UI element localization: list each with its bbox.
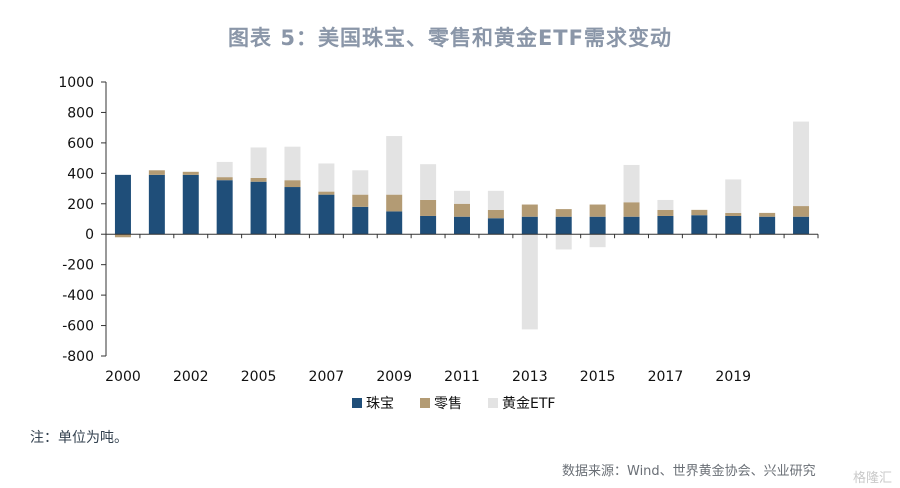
- bar-珠宝-2011: [487, 218, 504, 235]
- bar-零售-2015: [623, 202, 640, 217]
- y-tick-label: -800: [62, 349, 94, 365]
- bar-零售-2019: [759, 212, 776, 217]
- bar-零售-2011: [487, 209, 504, 219]
- bar-珠宝-2001: [148, 174, 165, 235]
- bar-珠宝-2019: [759, 216, 776, 235]
- y-tick-label: 200: [67, 197, 94, 213]
- legend: 珠宝 零售 黄金ETF: [352, 395, 555, 412]
- watermark: 格隆汇: [852, 471, 892, 486]
- bar-零售-2004: [250, 177, 267, 182]
- y-tick-label: 600: [67, 136, 94, 152]
- bar-零售-2012: [521, 204, 538, 217]
- bar-珠宝-2013: [555, 216, 572, 235]
- bar-黄金ETF-2007: [352, 170, 369, 195]
- y-tick-label: 1000: [58, 75, 94, 91]
- legend-label: 零售: [434, 396, 462, 412]
- x-tick-label: 2017: [648, 369, 684, 385]
- legend-swatch-零售: [420, 398, 430, 408]
- chart-title: 图表 5：美国珠宝、零售和黄金ETF需求变动: [228, 26, 672, 50]
- x-tick-label: 2002: [173, 369, 209, 385]
- bar-珠宝-2018: [725, 215, 742, 235]
- bar-黄金ETF-2020: [793, 121, 810, 207]
- unit-note: 注：单位为吨。: [30, 430, 128, 446]
- bar-珠宝-2010: [454, 216, 470, 235]
- bar-黄金ETF-2006: [318, 163, 335, 192]
- data-source: 数据来源：Wind、世界黄金协会、兴业研究: [562, 464, 816, 479]
- bar-珠宝-2002: [182, 174, 199, 235]
- bar-零售-2003: [216, 177, 233, 181]
- bar-零售-2007: [352, 194, 369, 207]
- y-tick-label: 800: [67, 105, 94, 121]
- bar-珠宝-2006: [318, 194, 335, 235]
- bar-黄金ETF-2010: [454, 190, 470, 204]
- bar-零售-2018: [725, 212, 742, 216]
- bar-黄金ETF-2015: [623, 164, 640, 203]
- bar-零售-2005: [284, 180, 301, 188]
- bar-珠宝-2015: [623, 216, 640, 235]
- bars: [114, 121, 810, 330]
- bar-零售-2000: [114, 234, 131, 238]
- bar-黄金ETF-2014: [589, 234, 606, 248]
- bar-珠宝-2012: [521, 216, 538, 235]
- bar-珠宝-2005: [284, 187, 301, 235]
- x-tick-label: 2009: [376, 369, 412, 385]
- x-axis: 2000 2002 2005 2007 2009 2011 2013 2015 2017 2019: [105, 369, 751, 385]
- bar-珠宝-2008: [386, 211, 403, 235]
- bar-零售-2020: [793, 206, 810, 217]
- bar-珠宝-2003: [216, 180, 233, 235]
- bar-珠宝-2009: [420, 215, 437, 235]
- y-tick-label: 0: [85, 227, 94, 243]
- legend-label: 黄金ETF: [502, 395, 555, 412]
- x-tick-label: 2007: [309, 369, 345, 385]
- y-tick-label: 400: [67, 166, 94, 182]
- bar-零售-2008: [386, 194, 403, 212]
- bar-珠宝-2017: [691, 215, 708, 235]
- bar-零售-2014: [589, 204, 606, 217]
- bar-珠宝-2007: [352, 206, 369, 235]
- bar-珠宝-2016: [657, 215, 674, 235]
- x-tick-label: 2000: [105, 369, 141, 385]
- bar-黄金ETF-2018: [725, 179, 742, 213]
- bar-珠宝-2014: [589, 216, 606, 235]
- bar-零售-2006: [318, 191, 335, 195]
- x-tick-label: 2013: [512, 369, 548, 385]
- y-axis: -800 -600 -400 -200 0 200 400 600 800 1000: [58, 75, 106, 365]
- x-tick-label: 2005: [241, 369, 277, 385]
- y-tick-label: -600: [62, 319, 94, 335]
- x-tick-label: 2015: [580, 369, 616, 385]
- bar-零售-2016: [657, 209, 674, 216]
- bar-珠宝-2000: [114, 174, 131, 235]
- bar-黄金ETF-2008: [386, 136, 403, 195]
- bar-零售-2017: [691, 209, 708, 216]
- bar-黄金ETF-2016: [657, 199, 674, 210]
- legend-swatch-珠宝: [352, 398, 362, 408]
- bar-黄金ETF-2013: [555, 234, 572, 250]
- x-tick-label: 2019: [715, 369, 751, 385]
- legend-swatch-黄金ETF: [488, 398, 498, 408]
- axes: [105, 82, 819, 356]
- bar-零售-2010: [454, 203, 470, 217]
- bar-零售-2009: [420, 199, 437, 216]
- bar-零售-2001: [148, 170, 165, 175]
- bar-黄金ETF-2005: [284, 146, 301, 181]
- bar-零售-2002: [182, 171, 199, 175]
- y-tick-label: -200: [62, 258, 94, 274]
- bar-黄金ETF-2012: [521, 234, 538, 330]
- bar-珠宝-2004: [250, 181, 267, 235]
- bar-黄金ETF-2003: [216, 161, 233, 178]
- legend-label: 珠宝: [366, 396, 394, 412]
- bar-黄金ETF-2011: [487, 190, 504, 210]
- bar-珠宝-2020: [793, 216, 810, 235]
- bar-零售-2013: [555, 209, 572, 217]
- x-tick-label: 2011: [444, 369, 480, 385]
- y-tick-label: -400: [62, 288, 94, 304]
- bar-黄金ETF-2009: [420, 164, 437, 200]
- bar-黄金ETF-2004: [250, 147, 267, 178]
